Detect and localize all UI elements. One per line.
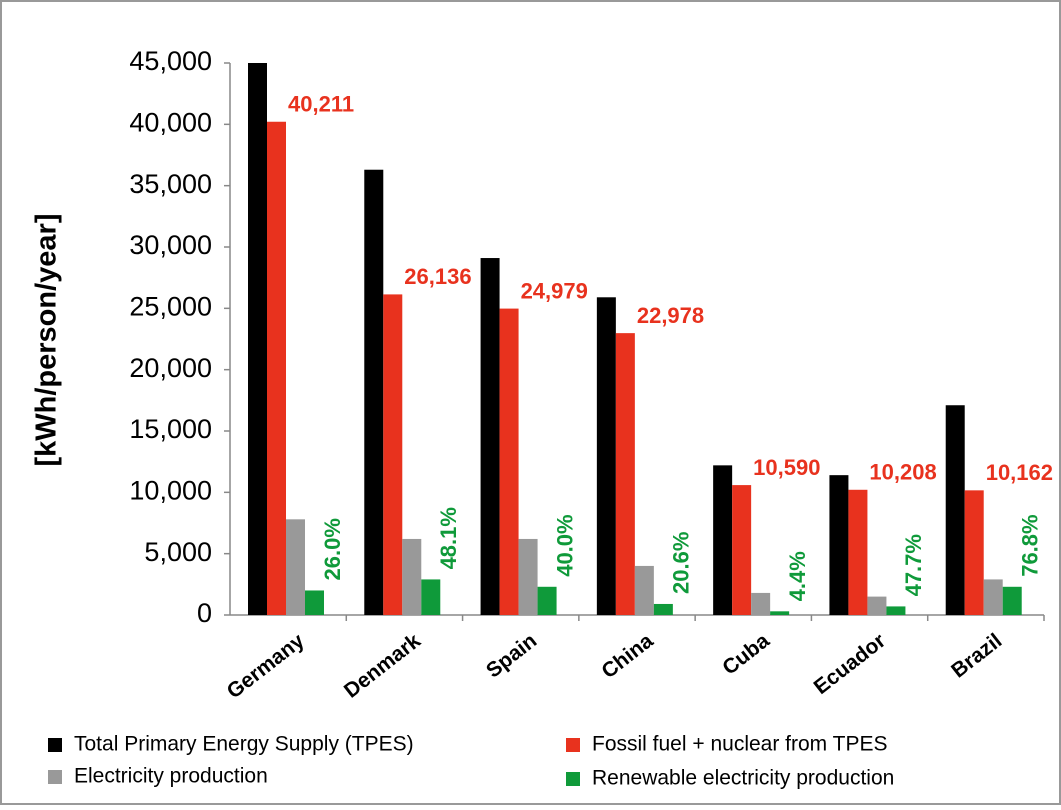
y-tick-label: 10,000: [129, 475, 212, 505]
legend-label: Total Primary Energy Supply (TPES): [74, 733, 414, 756]
y-tick-label: 20,000: [129, 353, 212, 383]
bar: [537, 586, 557, 615]
bar: [713, 465, 733, 615]
data-label: 22,978: [637, 303, 704, 328]
bar: [480, 258, 500, 615]
bar: [945, 405, 965, 615]
bar: [286, 519, 305, 615]
bar: [1002, 586, 1022, 615]
legend-swatch: [48, 738, 62, 752]
bar: [751, 592, 771, 615]
bar: [305, 590, 324, 615]
bar: [248, 63, 267, 615]
legend-label: Renewable electricity production: [592, 767, 894, 790]
bar: [886, 606, 906, 615]
bar: [770, 611, 790, 615]
y-axis-label: [kWh/person/year]: [31, 214, 63, 467]
data-label: 10,162: [986, 460, 1053, 485]
annotation: 76.8%: [1018, 514, 1043, 576]
y-tick-label: 5,000: [144, 537, 212, 567]
annotation: 26.0%: [320, 518, 345, 580]
annotation: 47.7%: [901, 534, 926, 596]
y-tick-label: 40,000: [129, 107, 212, 137]
data-label: 24,979: [521, 278, 588, 303]
data-label: 26,136: [404, 264, 471, 289]
legend-label: Electricity production: [74, 765, 268, 788]
data-label: 40,211: [288, 92, 354, 117]
bar: [653, 603, 673, 615]
annotation: 48.1%: [436, 507, 461, 569]
bar: [829, 475, 849, 615]
bar: [983, 579, 1003, 615]
y-tick-label: 0: [197, 598, 212, 628]
legend-swatch: [566, 772, 580, 786]
legend-label: Fossil fuel + nuclear from TPES: [592, 733, 887, 756]
bar: [867, 596, 887, 615]
bar: [596, 297, 616, 615]
annotation: 40.0%: [552, 514, 577, 576]
annotation: 4.4%: [785, 551, 810, 601]
bar: [964, 490, 984, 615]
bar: [848, 489, 868, 615]
data-label: 10,590: [753, 455, 820, 480]
bar: [634, 565, 654, 615]
y-tick-label: 30,000: [129, 230, 212, 260]
bar: [732, 485, 752, 615]
bar: [267, 121, 286, 616]
data-label: 10,208: [869, 460, 936, 485]
bar: [364, 169, 384, 615]
y-tick-label: 45,000: [129, 46, 212, 76]
bar: [421, 579, 441, 615]
bar: [402, 538, 422, 615]
y-tick-label: 35,000: [129, 169, 212, 199]
bar: [615, 333, 635, 615]
legend-swatch: [48, 770, 62, 784]
bar: [518, 538, 538, 615]
bar: [499, 308, 519, 615]
y-tick-label: 15,000: [129, 414, 212, 444]
legend-swatch: [566, 738, 580, 752]
y-tick-label: 25,000: [129, 291, 212, 321]
bar: [383, 294, 403, 615]
annotation: 20.6%: [669, 532, 694, 594]
